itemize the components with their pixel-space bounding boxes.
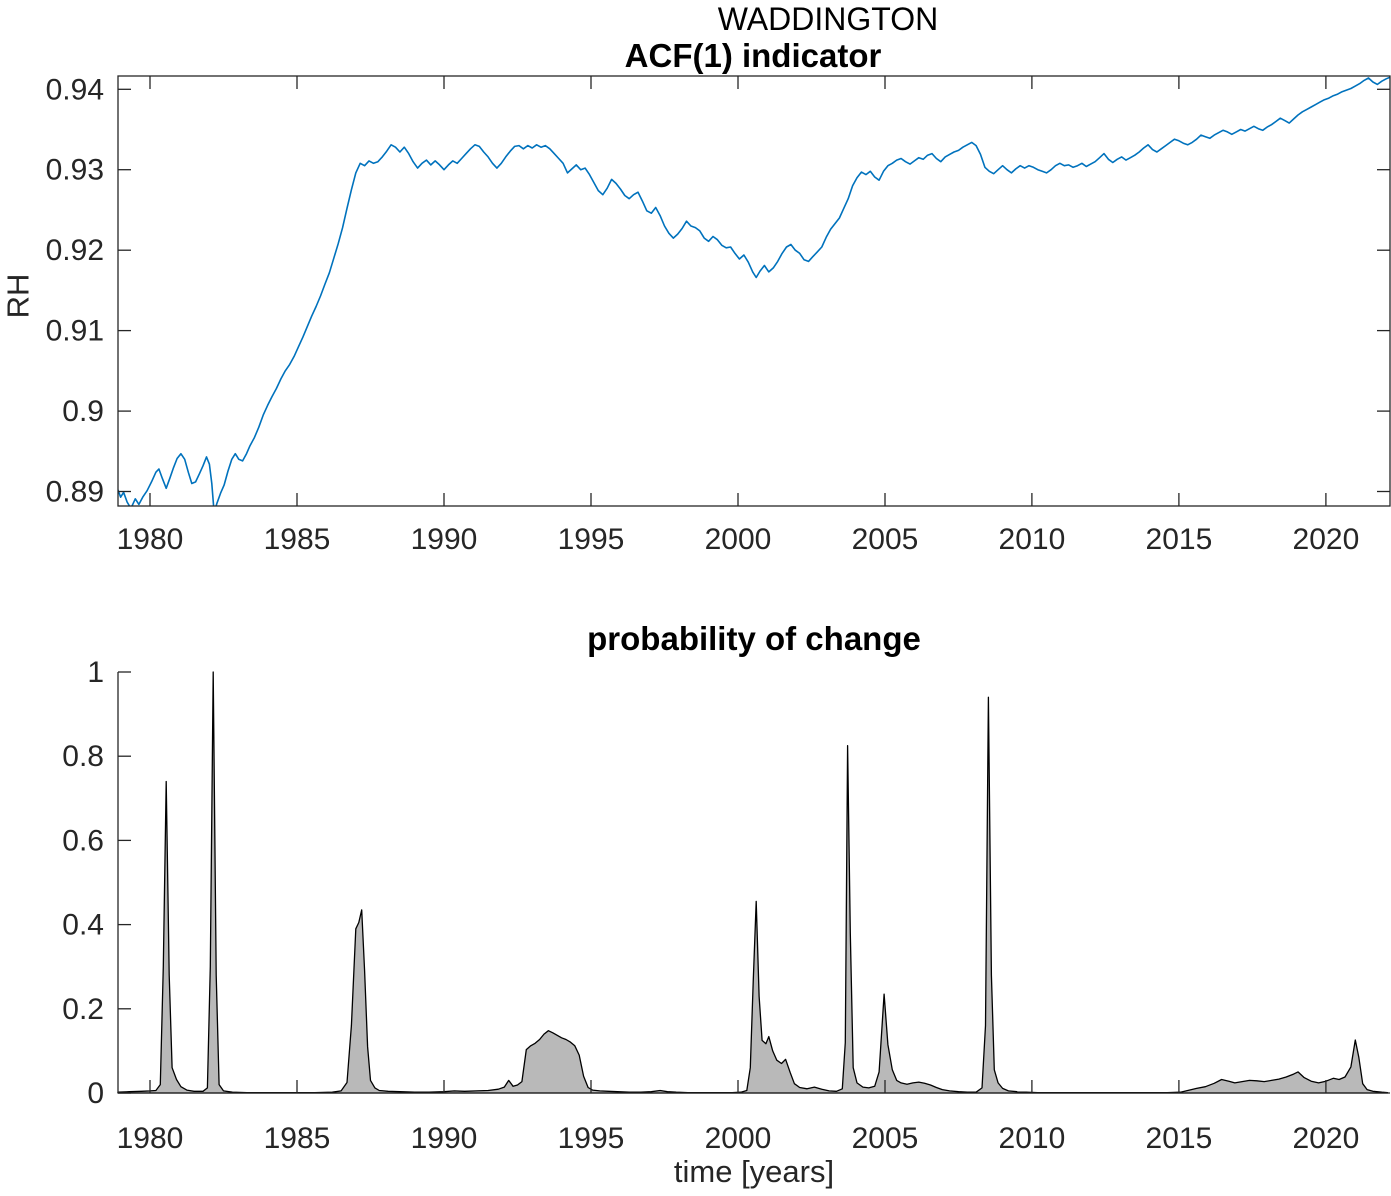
x-tick-label: 2020	[1293, 523, 1360, 556]
time-xlabel: time [years]	[673, 1154, 835, 1189]
bottom-chart-title: probability of change	[587, 620, 921, 657]
y-tick-label: 1	[87, 656, 104, 689]
y-tick-label: 0.6	[62, 824, 104, 857]
y-tick-label: 0.9	[62, 395, 104, 428]
rh-acf-series-line	[118, 76, 1390, 506]
x-tick-label: 2015	[1146, 1122, 1213, 1155]
acf-line-chart: 1980 1985 1990 1995 2000 2005 2010 2015 2020 0.89…	[46, 73, 1391, 556]
figure-suptitle: WADDINGTON	[717, 1, 939, 37]
y-tick-label: 0.92	[46, 234, 104, 267]
probability-area-series	[117, 671, 1389, 1094]
top-chart-title: ACF(1) indicator	[624, 37, 882, 74]
x-tick-label: 2000	[705, 1122, 772, 1155]
x-tick-label: 1990	[411, 1122, 478, 1155]
y-tick-label: 0.4	[62, 909, 104, 942]
x-tick-label: 1995	[558, 523, 625, 556]
y-tick-label: 0.89	[46, 476, 104, 509]
x-tick-label: 1990	[411, 523, 478, 556]
x-tick-label: 1985	[264, 1122, 331, 1155]
x-tick-label: 1980	[117, 1122, 184, 1155]
x-tick-label: 2015	[1146, 523, 1213, 556]
x-tick-label: 2005	[852, 523, 919, 556]
y-tick-label: 0	[87, 1077, 104, 1110]
x-tick-label: 2000	[705, 523, 772, 556]
probability-area-chart: 1980 1985 1990 1995 2000 2005 2010 2015 2020 0 0.2…	[62, 656, 1390, 1155]
y-tick-label: 0.91	[46, 315, 104, 348]
x-tick-label: 1985	[264, 523, 331, 556]
x-tick-label: 2010	[999, 1122, 1066, 1155]
y-tick-label: 0.8	[62, 740, 104, 773]
x-tick-label: 1995	[558, 1122, 625, 1155]
y-tick-label: 0.94	[46, 73, 104, 106]
top-plot-box	[117, 75, 1391, 507]
y-tick-label: 0.93	[46, 154, 104, 187]
x-tick-label: 2020	[1293, 1122, 1360, 1155]
x-tick-label: 2010	[999, 523, 1066, 556]
x-tick-label: 1980	[117, 523, 184, 556]
y-tick-label: 0.2	[62, 993, 104, 1026]
x-tick-label: 2005	[852, 1122, 919, 1155]
